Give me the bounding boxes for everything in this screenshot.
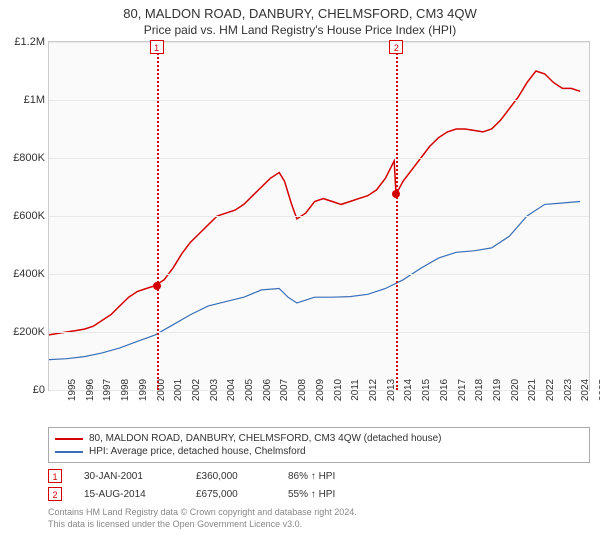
x-tick-label: 2016 [421, 379, 436, 401]
y-tick-label: £0 [33, 384, 49, 396]
plot-background: £0£200K£400K£600K£800K£1M£1.2M1995199619… [48, 41, 590, 391]
x-tick-label: 2008 [279, 379, 294, 401]
chart-plot-area: £0£200K£400K£600K£800K£1M£1.2M1995199619… [48, 41, 590, 391]
sales-marker-2: 2 [48, 487, 62, 501]
x-tick-label: 2006 [244, 379, 259, 401]
chart-title: 80, MALDON ROAD, DANBURY, CHELMSFORD, CM… [0, 0, 600, 21]
x-tick-label: 2003 [191, 379, 206, 401]
y-tick-label: £1.2M [14, 36, 49, 48]
x-tick-label: 1999 [120, 379, 135, 401]
x-tick-label: 2023 [545, 379, 560, 401]
x-tick-label: 2019 [474, 379, 489, 401]
sale-marker-box: 1 [150, 40, 164, 54]
sales-table: 1 30-JAN-2001 £360,000 86% ↑ HPI 2 15-AU… [48, 467, 590, 503]
x-tick-label: 2009 [297, 379, 312, 401]
legend-item-property: 80, MALDON ROAD, DANBURY, CHELMSFORD, CM… [55, 432, 583, 445]
x-tick-label: 1995 [49, 379, 64, 401]
x-tick-label: 2011 [332, 379, 347, 401]
legend: 80, MALDON ROAD, DANBURY, CHELMSFORD, CM… [48, 427, 590, 463]
x-tick-label: 2012 [350, 379, 365, 401]
sale-marker-line [396, 42, 398, 390]
sales-marker-1: 1 [48, 469, 62, 483]
y-tick-label: £600K [13, 210, 49, 222]
sales-price-1: £360,000 [196, 471, 266, 482]
x-tick-label: 2005 [226, 379, 241, 401]
y-tick-label: £1M [24, 94, 49, 106]
x-tick-label: 2007 [261, 379, 276, 401]
gridline-h [49, 158, 589, 159]
x-tick-label: 2010 [315, 379, 330, 401]
sales-row-2: 2 15-AUG-2014 £675,000 55% ↑ HPI [48, 485, 590, 503]
x-tick-label: 2025 [580, 379, 595, 401]
gridline-h [49, 332, 589, 333]
sale-marker-line [157, 42, 159, 390]
gridline-h [49, 216, 589, 217]
x-tick-label: 2017 [439, 379, 454, 401]
x-tick-label: 2013 [368, 379, 383, 401]
x-tick-label: 2015 [403, 379, 418, 401]
legend-label-hpi: HPI: Average price, detached house, Chel… [89, 446, 306, 457]
gridline-h [49, 42, 589, 43]
series-line-hpi [49, 202, 580, 360]
x-tick-label: 2000 [138, 379, 153, 401]
x-tick-label: 2022 [527, 379, 542, 401]
y-tick-label: £400K [13, 268, 49, 280]
x-tick-label: 2002 [173, 379, 188, 401]
x-tick-label: 2018 [456, 379, 471, 401]
sale-dot [153, 282, 161, 290]
x-tick-label: 2021 [509, 379, 524, 401]
legend-swatch-property [55, 438, 83, 440]
sale-marker-box: 2 [389, 40, 403, 54]
legend-swatch-hpi [55, 451, 83, 453]
sale-dot [392, 190, 400, 198]
gridline-h [49, 274, 589, 275]
sales-row-1: 1 30-JAN-2001 £360,000 86% ↑ HPI [48, 467, 590, 485]
chart-container: 80, MALDON ROAD, DANBURY, CHELMSFORD, CM… [0, 0, 600, 560]
y-tick-label: £800K [13, 152, 49, 164]
x-tick-label: 1997 [84, 379, 99, 401]
series-line-property [49, 71, 580, 335]
x-tick-label: 1996 [67, 379, 82, 401]
footer: Contains HM Land Registry data © Crown c… [48, 507, 590, 530]
sales-date-2: 15-AUG-2014 [84, 489, 174, 500]
x-tick-label: 2004 [208, 379, 223, 401]
footer-line-1: Contains HM Land Registry data © Crown c… [48, 507, 590, 519]
chart-subtitle: Price paid vs. HM Land Registry's House … [0, 21, 600, 41]
y-tick-label: £200K [13, 326, 49, 338]
sales-pct-2: 55% ↑ HPI [288, 489, 368, 500]
x-tick-label: 2020 [492, 379, 507, 401]
x-tick-label: 2024 [562, 379, 577, 401]
sales-pct-1: 86% ↑ HPI [288, 471, 368, 482]
legend-item-hpi: HPI: Average price, detached house, Chel… [55, 445, 583, 458]
legend-label-property: 80, MALDON ROAD, DANBURY, CHELMSFORD, CM… [89, 433, 442, 444]
x-tick-label: 1998 [102, 379, 117, 401]
gridline-h [49, 100, 589, 101]
sales-date-1: 30-JAN-2001 [84, 471, 174, 482]
sales-price-2: £675,000 [196, 489, 266, 500]
footer-line-2: This data is licensed under the Open Gov… [48, 519, 590, 531]
